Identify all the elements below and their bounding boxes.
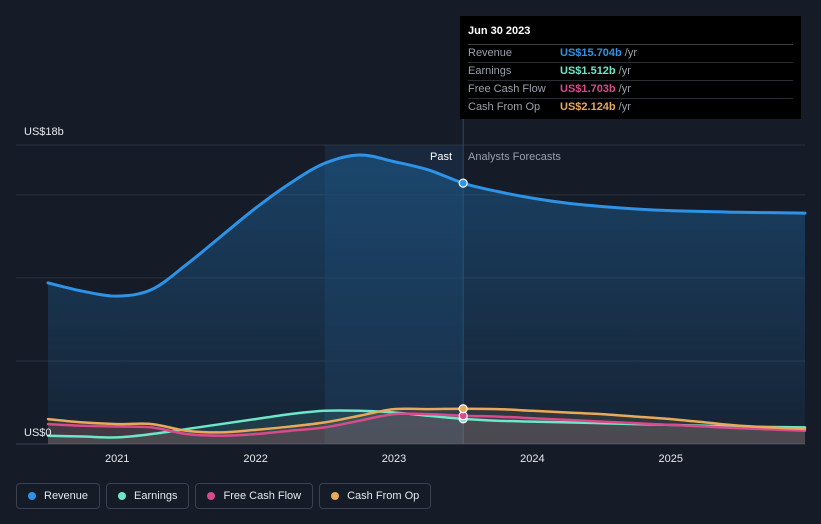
tooltip-value: US$1.703b — [560, 83, 616, 95]
tooltip-date: Jun 30 2023 — [468, 24, 793, 45]
tooltip-unit: /yr — [618, 65, 631, 77]
tooltip-row-cash-from-op: Cash From Op US$2.124b /yr — [468, 99, 793, 116]
past-label: Past — [430, 151, 452, 163]
tooltip-label: Revenue — [468, 47, 513, 59]
revenue-area — [48, 154, 805, 444]
x-tick-label: 2024 — [520, 453, 544, 465]
revenue-marker — [458, 178, 468, 188]
free-cash-flow-line — [46, 412, 807, 437]
legend-label: Revenue — [44, 490, 89, 502]
tooltip-unit: /yr — [624, 47, 637, 59]
x-tick-label: 2025 — [659, 453, 683, 465]
tooltip-value: US$2.124b — [560, 101, 616, 113]
tooltip-label: Cash From Op — [468, 101, 541, 113]
tooltip-row-earnings: Earnings US$1.512b /yr — [468, 63, 793, 81]
legend-label: Cash From Op — [347, 490, 420, 502]
chart-area: US$18b US$0 Past Analysts Forecasts 2021… — [16, 16, 807, 465]
legend-item-revenue[interactable]: Revenue — [16, 483, 101, 509]
x-tick-label: 2021 — [105, 453, 129, 465]
tooltip-row-revenue: Revenue US$15.704b /yr — [468, 45, 793, 63]
tooltip-label: Earnings — [468, 65, 512, 77]
legend-item-free-cash-flow[interactable]: Free Cash Flow — [195, 483, 314, 509]
legend-label: Free Cash Flow — [223, 490, 302, 502]
x-tick-label: 2022 — [243, 453, 267, 465]
cash-from-op-line — [46, 407, 807, 434]
tooltip-value: US$1.512b — [560, 65, 616, 77]
tooltip-row-free-cash-flow: Free Cash Flow US$1.703b /yr — [468, 81, 793, 99]
earnings-dot-icon — [118, 492, 127, 500]
tooltip-value: US$15.704b — [560, 47, 622, 59]
revenue-line — [46, 153, 807, 298]
forecast-label: Analysts Forecasts — [468, 151, 561, 163]
tooltip: Jun 30 2023 Revenue US$15.704b /yr Earni… — [460, 16, 801, 119]
legend-item-cash-from-op[interactable]: Cash From Op — [319, 483, 432, 509]
revenue-dot-icon — [28, 492, 36, 500]
legend-item-earnings[interactable]: Earnings — [106, 483, 190, 509]
free-cash-flow-dot-icon — [207, 492, 216, 500]
x-tick-label: 2023 — [382, 453, 406, 465]
tooltip-unit: /yr — [618, 101, 631, 113]
tooltip-unit: /yr — [618, 83, 631, 95]
y-tick-zero: US$0 — [24, 427, 52, 439]
cash-from-op-dot-icon — [331, 492, 340, 500]
tooltip-label: Free Cash Flow — [468, 83, 546, 95]
legend: Revenue Earnings Free Cash Flow Cash Fro… — [16, 483, 432, 509]
cash-from-op-marker — [458, 404, 468, 414]
y-tick-top: US$18b — [24, 126, 64, 138]
legend-label: Earnings — [134, 490, 178, 502]
